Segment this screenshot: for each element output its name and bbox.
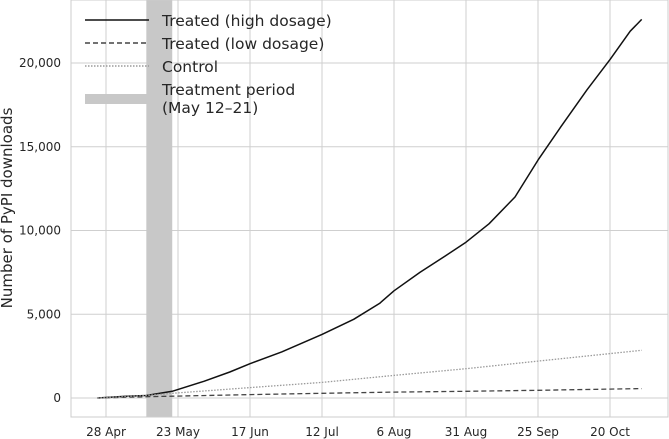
x-gridlines	[105, 0, 611, 417]
legend-swatch-treatment-period	[85, 94, 149, 104]
legend-label-treatment-period-dates: (May 12–21)	[162, 99, 258, 117]
series-line-control	[97, 349, 642, 399]
x-tick-label: 23 May	[156, 425, 200, 439]
x-tick-label: 20 Oct	[590, 425, 630, 439]
legend-label-treatment-period: Treatment period	[161, 81, 295, 99]
y-tick-labels: 0 5,000 10,000 15,000 20,000	[19, 56, 61, 405]
y-tick-label: 20,000	[19, 56, 61, 70]
x-tick-label: 28 Apr	[86, 425, 126, 439]
plot-frame	[70, 0, 669, 418]
y-tick-label: 0	[53, 391, 61, 405]
y-axis-label: Number of PyPI downloads	[0, 107, 16, 308]
x-tick-label: 31 Aug	[445, 425, 488, 439]
legend: Treated (high dosage) Treated (low dosag…	[85, 12, 332, 117]
y-tick-label: 10,000	[19, 224, 61, 238]
y-tick-label: 15,000	[19, 140, 61, 154]
treatment-period-band	[146, 0, 173, 417]
legend-label-low-dosage: Treated (low dosage)	[161, 35, 324, 53]
y-tick-label: 5,000	[27, 307, 61, 321]
series-line-high-dosage	[97, 18, 643, 399]
x-tick-labels: 28 Apr 23 May 17 Jun 12 Jul 6 Aug 31 Aug 25 Se…	[86, 425, 630, 439]
legend-label-high-dosage: Treated (high dosage)	[161, 12, 332, 30]
x-tick-label: 12 Jul	[305, 425, 339, 439]
x-tick-label: 17 Jun	[231, 425, 269, 439]
series-line-low-dosage	[97, 387, 642, 399]
x-tick-label: 6 Aug	[377, 425, 412, 439]
legend-label-control: Control	[162, 58, 218, 76]
x-tick-label: 25 Sep	[517, 425, 559, 439]
series-layer	[97, 18, 643, 399]
